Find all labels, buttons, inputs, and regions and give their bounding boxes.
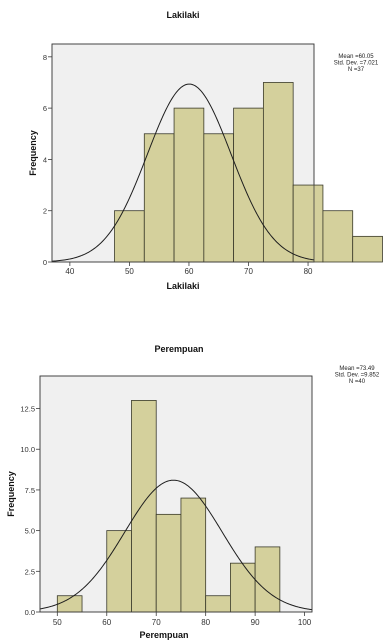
x-axis-label: Lakilaki xyxy=(166,281,199,291)
histogram-bar xyxy=(229,562,256,613)
x-tick-label: 40 xyxy=(65,267,74,276)
y-tick-label: 10.0 xyxy=(20,445,35,454)
normal-curve xyxy=(51,83,315,262)
histogram-bar xyxy=(352,235,383,263)
histogram-bar xyxy=(106,530,132,613)
x-tick-label: 60 xyxy=(102,618,111,627)
y-tick-label: 8 xyxy=(43,53,47,62)
histogram-bar xyxy=(322,210,354,263)
y-tick-label: 12.5 xyxy=(20,405,35,414)
plot-frame xyxy=(51,43,315,263)
x-tick-label: 60 xyxy=(185,267,194,276)
histogram-bar xyxy=(254,546,281,613)
y-tick-label: 4 xyxy=(43,155,47,164)
y-tick-label: 0 xyxy=(43,258,47,267)
stats-line: Std. Dev. =7.021 xyxy=(334,61,379,67)
x-tick-label: 50 xyxy=(53,618,62,627)
x-tick-label: 80 xyxy=(304,267,313,276)
histogram-bar xyxy=(143,133,175,263)
y-tick-label: 5.0 xyxy=(25,527,35,536)
plot-frame xyxy=(39,375,313,613)
histogram-bar xyxy=(233,107,264,263)
histogram-bar xyxy=(114,210,145,263)
y-tick-label: 7.5 xyxy=(25,486,35,495)
x-tick-label: 100 xyxy=(298,618,312,627)
y-tick-label: 2 xyxy=(43,207,47,216)
x-tick-label: 80 xyxy=(201,618,210,627)
y-axis-label: Frequency xyxy=(6,471,16,517)
stats-line: Mean =60.05 xyxy=(338,54,374,60)
histogram-bar xyxy=(155,513,182,613)
normal-curve xyxy=(39,479,313,611)
histogram-bar xyxy=(203,133,235,263)
x-tick-label: 70 xyxy=(244,267,253,276)
histogram-bar xyxy=(131,400,157,613)
y-tick-label: 6 xyxy=(43,104,47,113)
y-tick-label: 2.5 xyxy=(25,567,35,576)
y-tick-label: 0.0 xyxy=(25,608,35,617)
chart-2: 50 60 70 80 90 100 0.0 2.5 5.0 7.5 10.0 12.5 Perempu… xyxy=(6,344,380,640)
histogram-bar xyxy=(262,82,294,263)
chart-1: 40 50 60 70 80 0 2 4 6 8 Lakilaki Lakilaki Frequency… xyxy=(28,10,383,291)
histogram-bar xyxy=(292,184,324,263)
histogram-bar xyxy=(180,497,207,613)
x-tick-label: 70 xyxy=(152,618,161,627)
stats-line: Std. Dev. =9.852 xyxy=(335,373,380,379)
x-tick-label: 50 xyxy=(125,267,134,276)
histogram-bar xyxy=(205,595,231,613)
stats-line: N =40 xyxy=(349,379,366,385)
stats-line: Mean =73.49 xyxy=(339,366,375,372)
chart-title: Lakilaki xyxy=(166,10,199,20)
x-axis-label: Perempuan xyxy=(139,630,188,640)
y-axis-label: Frequency xyxy=(28,130,38,176)
chart-title: Perempuan xyxy=(154,344,203,354)
x-tick-label: 90 xyxy=(251,618,260,627)
histogram-bar xyxy=(173,107,205,263)
stats-line: N =37 xyxy=(348,67,365,73)
